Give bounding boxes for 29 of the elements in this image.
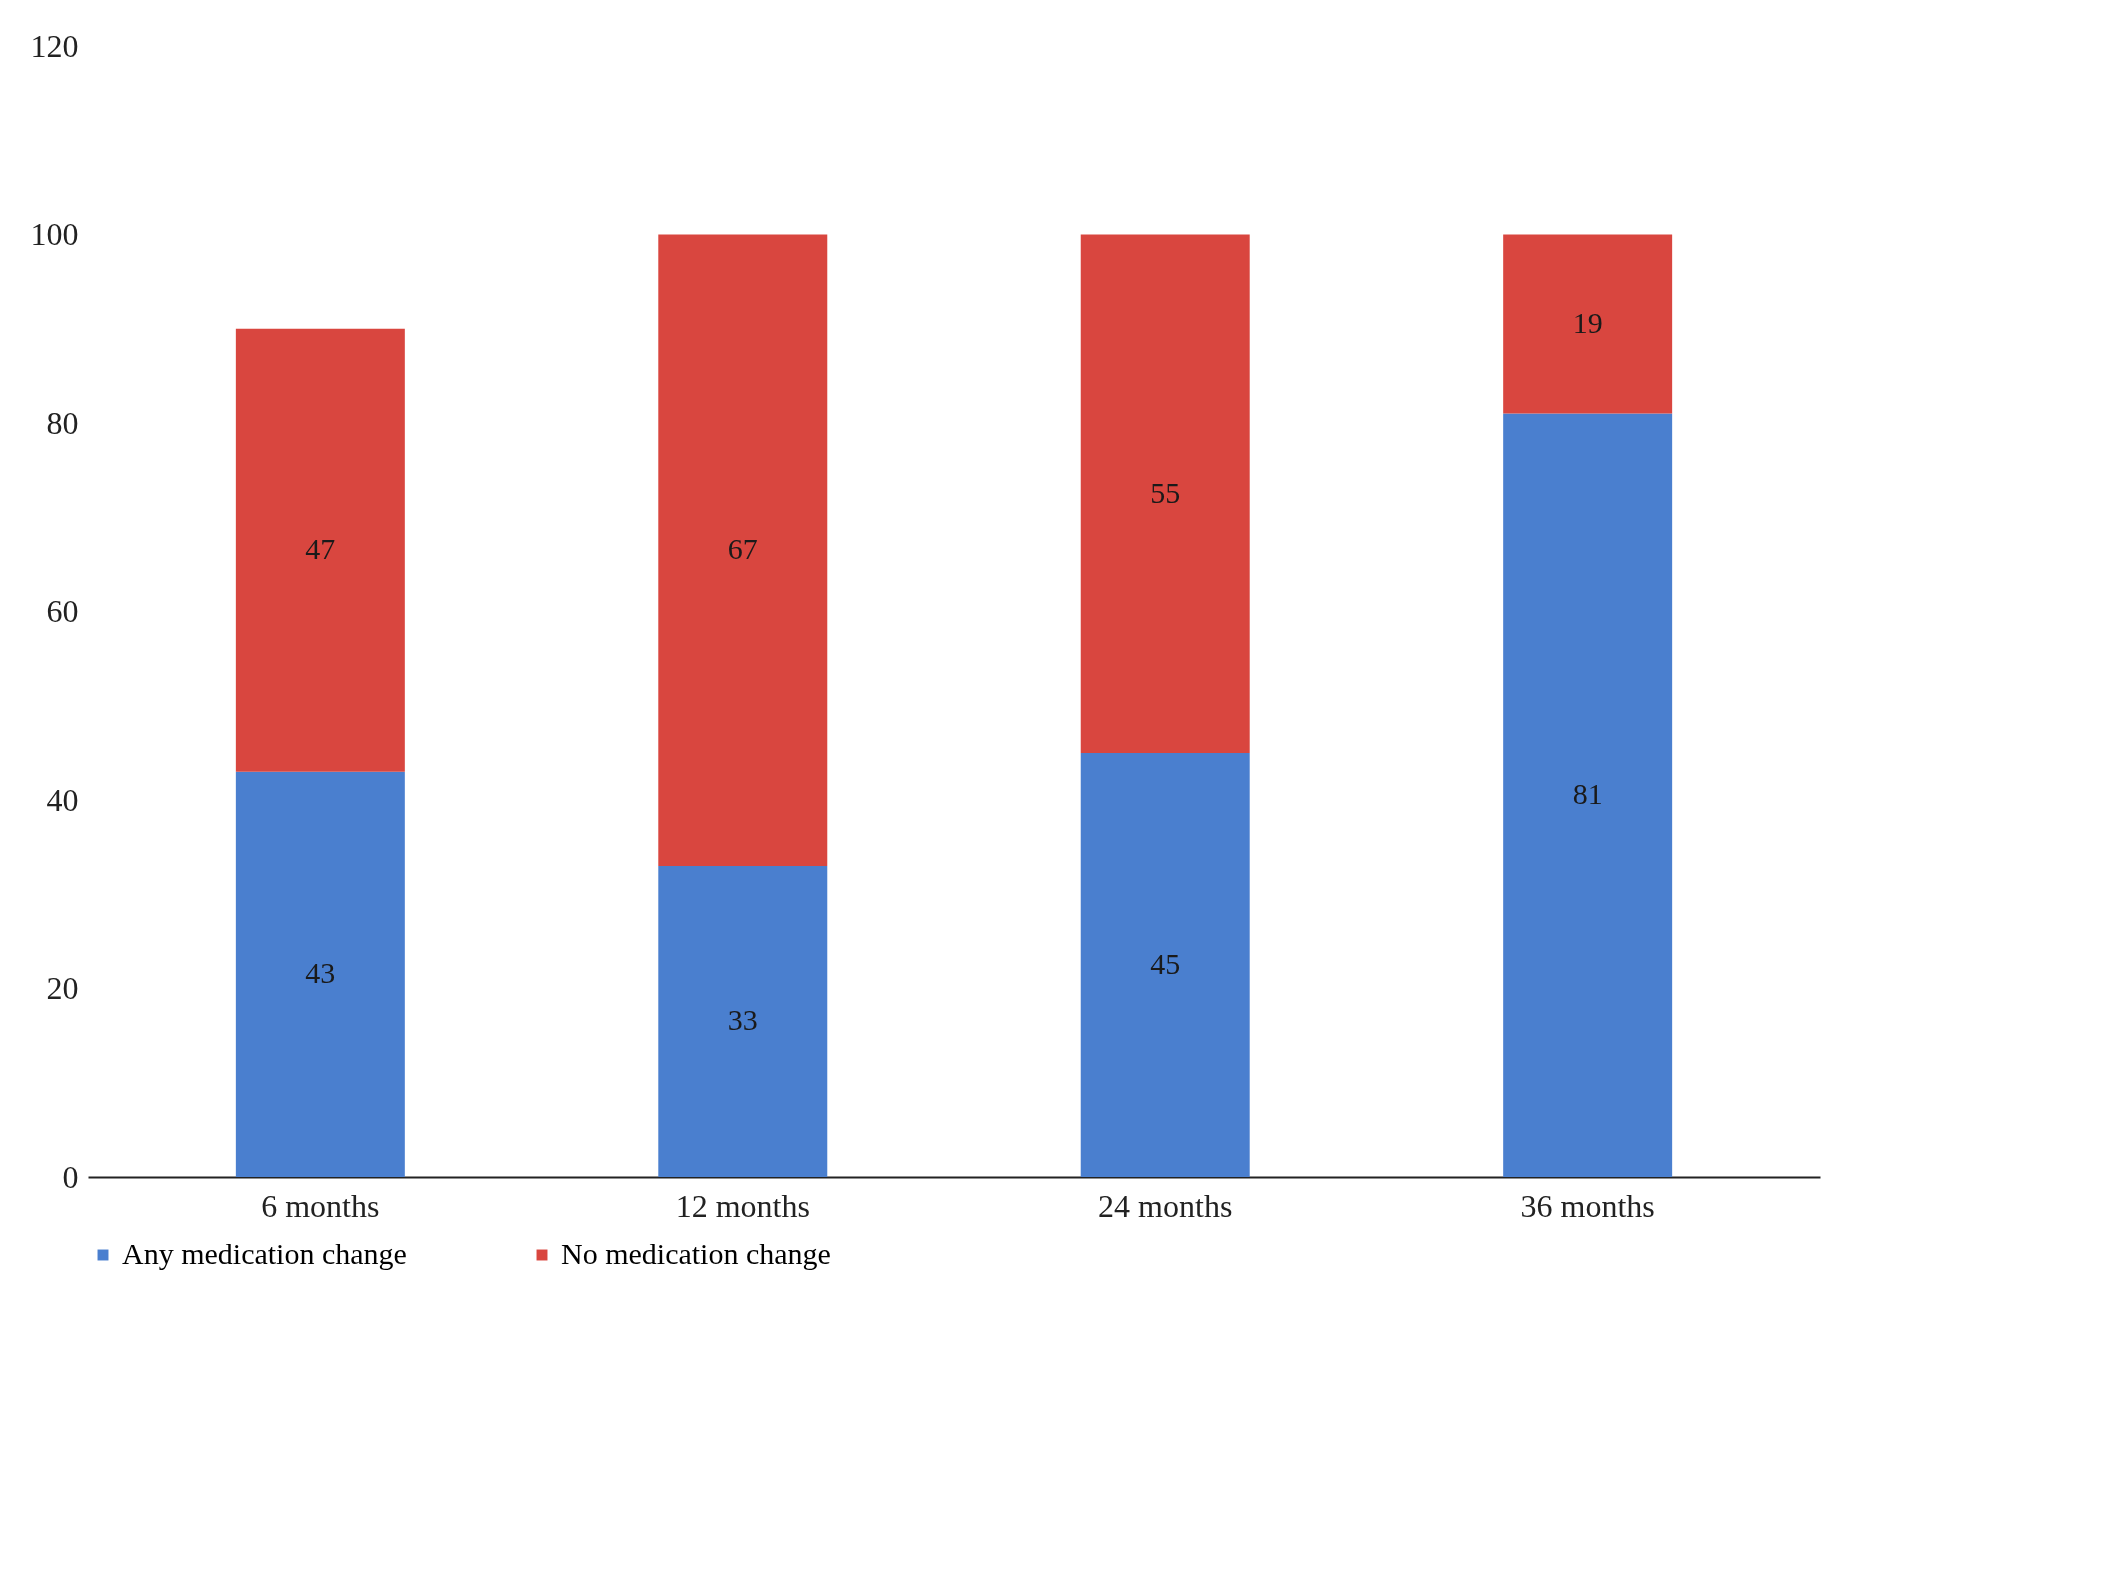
data-label: 47 bbox=[305, 532, 336, 566]
x-tick-label: 6 months bbox=[261, 1187, 380, 1224]
bar bbox=[658, 865, 828, 1177]
bar bbox=[1080, 752, 1250, 1177]
bar bbox=[1503, 413, 1673, 1177]
y-tick-label: 120 bbox=[30, 27, 79, 64]
y-tick-label: 0 bbox=[62, 1158, 79, 1195]
bar bbox=[1503, 234, 1673, 414]
data-label: 19 bbox=[1572, 306, 1603, 340]
y-tick-label: 60 bbox=[46, 593, 79, 629]
data-label: 33 bbox=[727, 1003, 758, 1037]
x-tick-label: 12 months bbox=[675, 1187, 810, 1224]
x-tick-label: 24 months bbox=[1098, 1187, 1233, 1224]
y-tick-label: 100 bbox=[30, 216, 79, 252]
bar bbox=[1080, 234, 1250, 753]
y-tick-label: 80 bbox=[46, 404, 79, 441]
x-tick-label: 36 months bbox=[1520, 1187, 1655, 1224]
legend-label: No medication change bbox=[561, 1237, 831, 1270]
data-label: 81 bbox=[1572, 777, 1603, 811]
bar bbox=[235, 771, 405, 1177]
data-label: 43 bbox=[305, 956, 336, 990]
data-label: 45 bbox=[1150, 946, 1181, 980]
y-tick-label: 20 bbox=[46, 970, 79, 1006]
y-tick-label: 40 bbox=[46, 781, 79, 818]
data-label: 55 bbox=[1150, 475, 1181, 509]
bar bbox=[658, 234, 828, 866]
bar bbox=[235, 328, 405, 772]
legend-label: Any medication change bbox=[122, 1237, 407, 1270]
data-label: 67 bbox=[727, 532, 758, 566]
